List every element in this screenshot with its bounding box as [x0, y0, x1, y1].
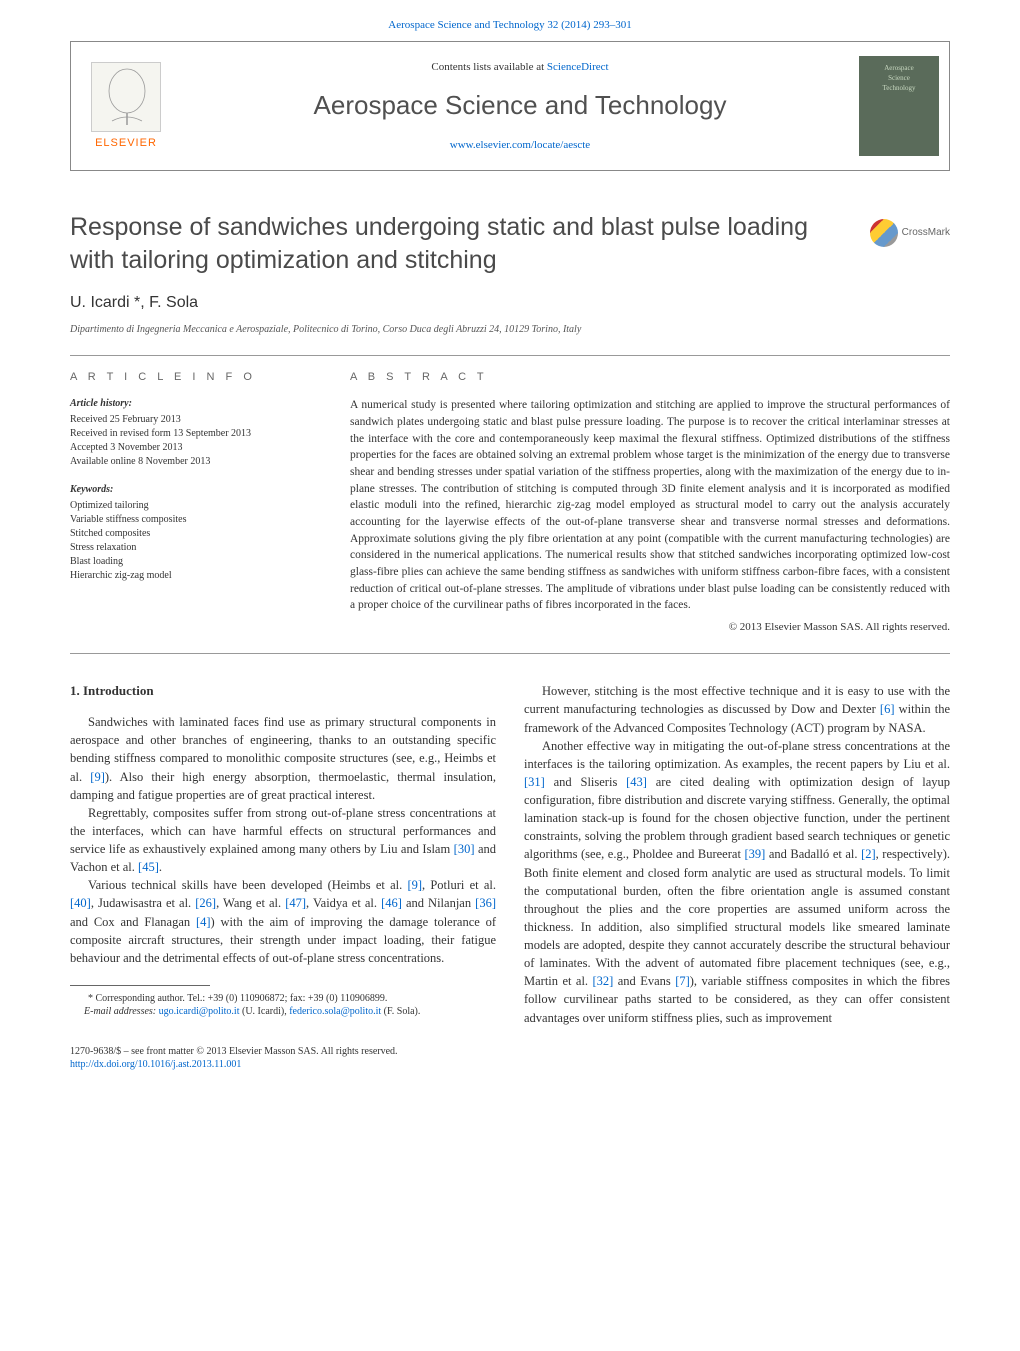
journal-name: Aerospace Science and Technology — [189, 87, 851, 123]
para-4: However, stitching is the most effective… — [524, 682, 950, 736]
article-title: Response of sandwiches undergoing static… — [70, 211, 950, 276]
journal-homepage-link[interactable]: www.elsevier.com/locate/aescte — [450, 139, 590, 151]
keywords-text: Optimized tailoring Variable stiffness c… — [70, 499, 320, 583]
cover-text: Aerospace Science Technology — [883, 64, 916, 93]
doi-link[interactable]: http://dx.doi.org/10.1016/j.ast.2013.11.… — [70, 1059, 241, 1070]
section-heading: 1. Introduction — [70, 682, 496, 701]
abstract: A B S T R A C T A numerical study is pre… — [350, 356, 950, 636]
column-right: However, stitching is the most effective… — [524, 682, 950, 1026]
history-label: Article history: — [70, 397, 320, 411]
email-line: E-mail addresses: ugo.icardi@polito.it (… — [70, 1005, 496, 1019]
sciencedirect-link[interactable]: ScienceDirect — [547, 61, 609, 73]
column-left: 1. Introduction Sandwiches with laminate… — [70, 682, 496, 1026]
abstract-heading: A B S T R A C T — [350, 370, 950, 385]
divider-bottom — [70, 653, 950, 654]
cite-45[interactable]: [45] — [138, 860, 159, 874]
para-3: Various technical skills have been devel… — [70, 876, 496, 967]
crossmark-icon — [870, 219, 898, 247]
cite-31[interactable]: [31] — [524, 775, 545, 789]
email-1[interactable]: ugo.icardi@polito.it — [159, 1006, 240, 1017]
issn-line: 1270-9638/$ – see front matter © 2013 El… — [70, 1045, 950, 1059]
elsevier-tree-icon — [91, 62, 161, 132]
email-2[interactable]: federico.sola@polito.it — [289, 1006, 381, 1017]
info-abstract-row: A R T I C L E I N F O Article history: R… — [70, 356, 950, 636]
body-columns: 1. Introduction Sandwiches with laminate… — [70, 682, 950, 1026]
info-heading: A R T I C L E I N F O — [70, 370, 320, 385]
history-text: Received 25 February 2013 Received in re… — [70, 413, 320, 469]
citation-link[interactable]: Aerospace Science and Technology 32 (201… — [388, 19, 631, 31]
abstract-text: A numerical study is presented where tai… — [350, 397, 950, 614]
para-1: Sandwiches with laminated faces find use… — [70, 713, 496, 804]
publisher-name: ELSEVIER — [95, 136, 157, 151]
footnote-divider — [70, 985, 210, 986]
cite-7[interactable]: [7] — [675, 974, 690, 988]
authors: U. Icardi *, F. Sola — [70, 292, 950, 314]
running-head: Aerospace Science and Technology 32 (201… — [0, 0, 1020, 41]
journal-center: Contents lists available at ScienceDirec… — [181, 52, 859, 161]
cite-4[interactable]: [4] — [196, 915, 211, 929]
cite-40[interactable]: [40] — [70, 896, 91, 910]
journal-link-wrap: www.elsevier.com/locate/aescte — [189, 138, 851, 153]
cite-9a[interactable]: [9] — [90, 770, 105, 784]
keywords-label: Keywords: — [70, 483, 320, 497]
journal-cover-thumb: Aerospace Science Technology — [859, 56, 939, 156]
cite-32[interactable]: [32] — [592, 974, 613, 988]
cite-43[interactable]: [43] — [626, 775, 647, 789]
para-2: Regrettably, composites suffer from stro… — [70, 804, 496, 877]
cite-26[interactable]: [26] — [195, 896, 216, 910]
para-5: Another effective way in mitigating the … — [524, 737, 950, 1027]
abstract-copyright: © 2013 Elsevier Masson SAS. All rights r… — [350, 620, 950, 635]
corresponding-author: * Corresponding author. Tel.: +39 (0) 11… — [70, 992, 496, 1006]
cite-6[interactable]: [6] — [880, 702, 895, 716]
crossmark-label: CrossMark — [902, 226, 950, 240]
page-footer: 1270-9638/$ – see front matter © 2013 El… — [70, 1045, 950, 1072]
article-header: CrossMark Response of sandwiches undergo… — [70, 211, 950, 336]
article-info: A R T I C L E I N F O Article history: R… — [70, 356, 320, 636]
contents-line: Contents lists available at ScienceDirec… — [189, 60, 851, 75]
cite-47[interactable]: [47] — [285, 896, 306, 910]
cite-36[interactable]: [36] — [475, 896, 496, 910]
cite-9b[interactable]: [9] — [407, 878, 422, 892]
cite-46[interactable]: [46] — [381, 896, 402, 910]
affiliation: Dipartimento di Ingegneria Meccanica e A… — [70, 323, 950, 337]
cite-30[interactable]: [30] — [454, 842, 475, 856]
contents-prefix: Contents lists available at — [431, 61, 546, 73]
cite-2[interactable]: [2] — [861, 847, 876, 861]
cite-39[interactable]: [39] — [744, 847, 765, 861]
crossmark-badge[interactable]: CrossMark — [870, 219, 950, 247]
journal-header-box: ELSEVIER Contents lists available at Sci… — [70, 41, 950, 171]
publisher-logo: ELSEVIER — [71, 42, 181, 170]
